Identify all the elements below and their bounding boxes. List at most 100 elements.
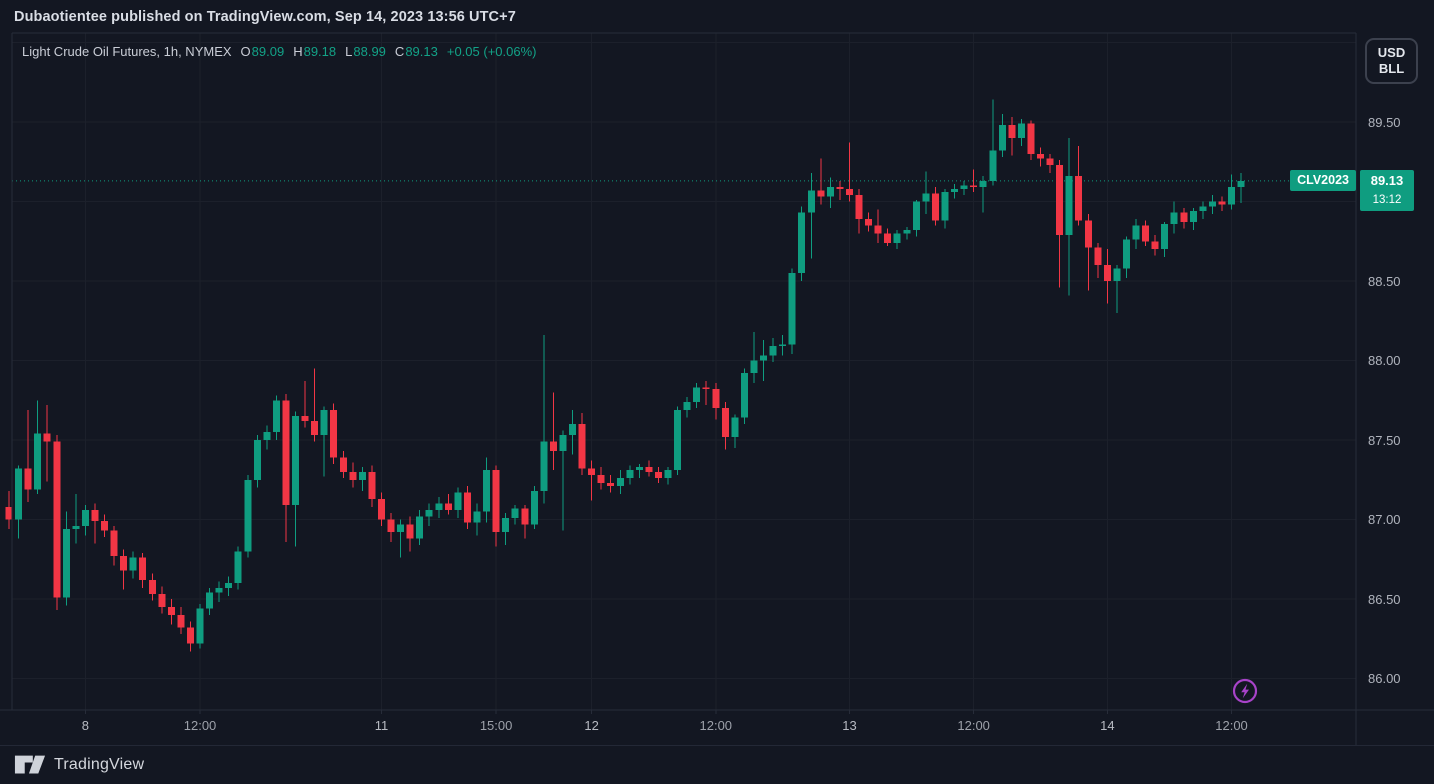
candle-body (130, 558, 137, 571)
time-axis-label: 11 (375, 718, 389, 734)
candle-body (588, 469, 595, 475)
candle-body (607, 483, 614, 486)
candle-body (626, 470, 633, 478)
tradingview-brand-text[interactable]: TradingView (54, 756, 144, 774)
candle-body (1161, 224, 1168, 249)
candle-body (464, 492, 471, 522)
candle-body (111, 531, 118, 556)
price-axis-label: 87.00 (1368, 511, 1401, 528)
price-axis-label: 88.50 (1368, 273, 1401, 290)
ohlc-high: H89.18 (293, 44, 336, 59)
candle-body (636, 467, 643, 470)
candle-body (388, 520, 395, 533)
candle-body (6, 507, 13, 520)
candle-body (989, 151, 996, 181)
candle-body (454, 492, 461, 509)
candle-body (197, 609, 204, 644)
candle-body (292, 416, 299, 505)
candle-body (101, 521, 108, 531)
candle-body (712, 389, 719, 408)
symbol-title: Light Crude Oil Futures, 1h, NYMEX (22, 44, 232, 59)
last-price-badge: 89.13 13:12 (1360, 170, 1414, 211)
candle-body (817, 190, 824, 196)
price-axis[interactable]: 89.5088.5088.0087.5087.0086.5086.00 (1357, 33, 1434, 710)
time-axis-label: 15:00 (480, 718, 513, 734)
candle-body (903, 230, 910, 233)
candle-body (779, 345, 786, 347)
candle-body (961, 186, 968, 189)
candle-body (884, 233, 891, 243)
time-axis[interactable]: 812:001115:001212:001312:001412:00 (0, 710, 1434, 745)
candle-body (970, 186, 977, 188)
candle-body (932, 194, 939, 221)
candle-body (1218, 202, 1225, 205)
candle-body (63, 529, 70, 597)
candle-body (540, 442, 547, 491)
time-axis-label: 13 (842, 718, 856, 734)
candle-body (559, 435, 566, 451)
candle-body (827, 187, 834, 197)
candle-body (798, 213, 805, 273)
candle-body (750, 361, 757, 374)
candle-body (44, 434, 51, 442)
candle-body (1199, 206, 1206, 211)
candle-body (1027, 124, 1034, 154)
candle-body (1094, 248, 1101, 265)
candle-body (502, 518, 509, 532)
ohlc-open: O89.09 (241, 44, 285, 59)
tradingview-logo-icon[interactable] (14, 755, 46, 775)
candle-body (368, 472, 375, 499)
candle-body (731, 418, 738, 437)
candle-body (1018, 124, 1025, 138)
currency-unit-button[interactable]: USD BLL (1365, 38, 1418, 84)
price-change: +0.05 (+0.06%) (447, 44, 537, 59)
candle-body (760, 356, 767, 361)
candle-body (149, 580, 156, 594)
candle-body (216, 588, 223, 593)
candle-body (321, 410, 328, 435)
candle-body (445, 504, 452, 510)
contract-label-badge: CLV2023 (1290, 170, 1356, 191)
candle-body (617, 478, 624, 486)
candle-body (120, 556, 127, 570)
ohlc-low: L88.99 (345, 44, 386, 59)
candle-body (1180, 213, 1187, 223)
candle-body (1209, 202, 1216, 207)
candle-body (1075, 176, 1082, 221)
candle-body (483, 470, 490, 511)
candle-body (25, 469, 32, 490)
time-axis-label: 12 (584, 718, 598, 734)
candle-body (72, 526, 79, 529)
candle-body (846, 189, 853, 195)
candle-body (359, 472, 366, 480)
candle-body (913, 202, 920, 231)
candle-body (235, 551, 242, 583)
candle-body (330, 410, 337, 458)
candle-body (426, 510, 433, 516)
price-axis-label: 89.50 (1368, 114, 1401, 131)
candle-body (15, 469, 22, 520)
candle-body (512, 508, 519, 518)
candle-body (1190, 211, 1197, 222)
candle-body (1133, 225, 1140, 239)
lightning-icon[interactable] (1231, 677, 1259, 705)
candle-body (158, 594, 165, 607)
symbol-legend: Light Crude Oil Futures, 1h, NYMEX O89.0… (22, 43, 536, 60)
candle-body (645, 467, 652, 472)
candle-body (980, 181, 987, 187)
candle-body (865, 219, 872, 225)
candle-body (168, 607, 175, 615)
candle-body (282, 400, 289, 505)
candlestick-chart[interactable] (0, 0, 1434, 784)
candle-body (808, 190, 815, 212)
candle-body (1104, 265, 1111, 281)
candle-body (579, 424, 586, 469)
candle-body (311, 421, 318, 435)
candle-body (703, 388, 710, 390)
bar-countdown: 13:12 (1360, 191, 1414, 211)
candle-body (856, 195, 863, 219)
candle-body (655, 472, 662, 478)
price-axis-label: 86.00 (1368, 670, 1401, 687)
tradingview-published-chart: Dubaotientee published on TradingView.co… (0, 0, 1434, 784)
candle-body (397, 524, 404, 532)
